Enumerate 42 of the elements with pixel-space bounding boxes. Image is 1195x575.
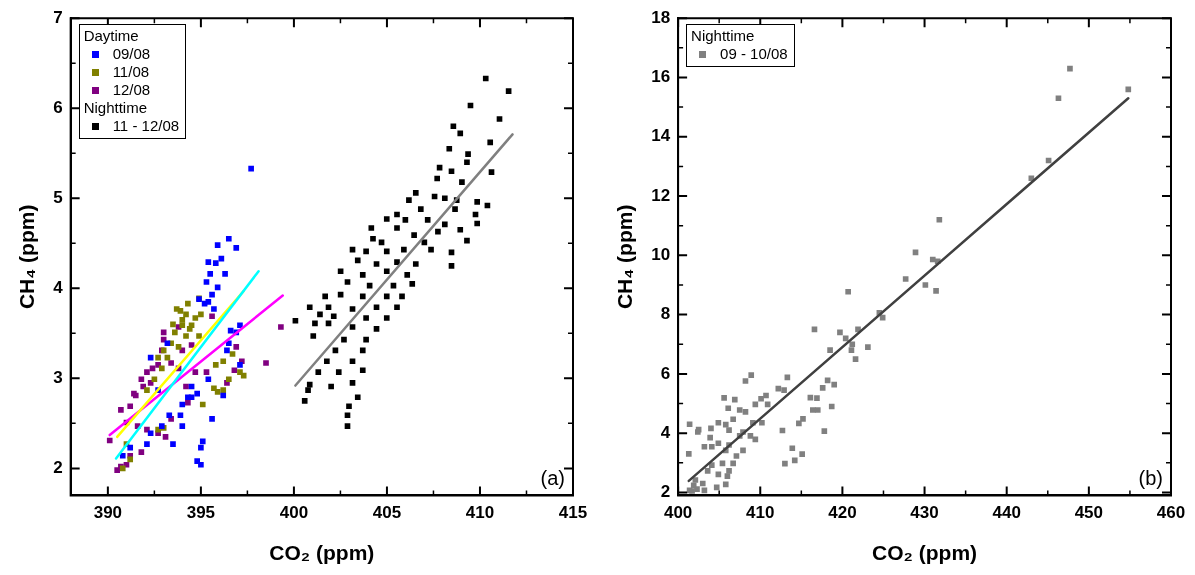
y-axis-title: CH₄ (ppm) (613, 204, 637, 310)
y-tick-label: 3 (53, 368, 63, 388)
y-tick-label: 12 (651, 185, 671, 205)
y-tick-label: 10 (651, 245, 671, 265)
x-tick-label: 405 (372, 503, 402, 523)
x-tick-label: 430 (910, 503, 939, 523)
legend-label: 12/08 (112, 81, 151, 99)
x-tick-label: 395 (186, 503, 216, 523)
y-tick-label: 8 (660, 304, 671, 324)
y-tick-label: 5 (53, 187, 63, 207)
x-axis-title: CO₂ (ppm) (872, 541, 978, 565)
y-tick-label: 4 (53, 278, 64, 297)
x-tick-label: 420 (828, 503, 857, 523)
annotation: Nighttime (83, 99, 148, 118)
x-tick-label: 410 (746, 503, 775, 523)
annotation: (b) (1138, 466, 1163, 489)
y-tick-label: 2 (660, 482, 671, 502)
y-tick-label: 6 (660, 363, 671, 383)
legend-label: 11/08 (112, 63, 150, 81)
y-tick-label: 7 (53, 7, 63, 27)
legend-label: 09/08 (112, 45, 151, 63)
y-tick-label: 16 (651, 67, 671, 87)
x-tick-label: 400 (663, 503, 693, 523)
legend-label: 11 - 12/08 (112, 117, 180, 135)
x-tick-label: 415 (558, 503, 588, 523)
y-tick-label: 2 (53, 458, 63, 478)
x-tick-label: 400 (279, 503, 309, 523)
x-tick-label: 450 (1074, 503, 1104, 523)
legend-title: Nighttime (691, 27, 756, 46)
y-axis-title: CH₄ (ppm) (15, 204, 39, 310)
annotation: (a) (540, 466, 565, 489)
x-tick-label: 440 (992, 503, 1021, 523)
x-tick-label: 410 (465, 503, 495, 523)
x-tick-label: 460 (1156, 503, 1186, 523)
legend-label: 09 - 10/08 (720, 45, 788, 63)
y-tick-label: 6 (53, 97, 63, 117)
y-tick-label: 4 (660, 422, 671, 442)
x-tick-label: 390 (93, 503, 123, 523)
x-axis-title: CO₂ (ppm) (269, 541, 375, 565)
y-tick-label: 18 (651, 7, 671, 27)
y-tick-label: 14 (651, 126, 671, 146)
legend-title: Daytime (83, 27, 140, 46)
